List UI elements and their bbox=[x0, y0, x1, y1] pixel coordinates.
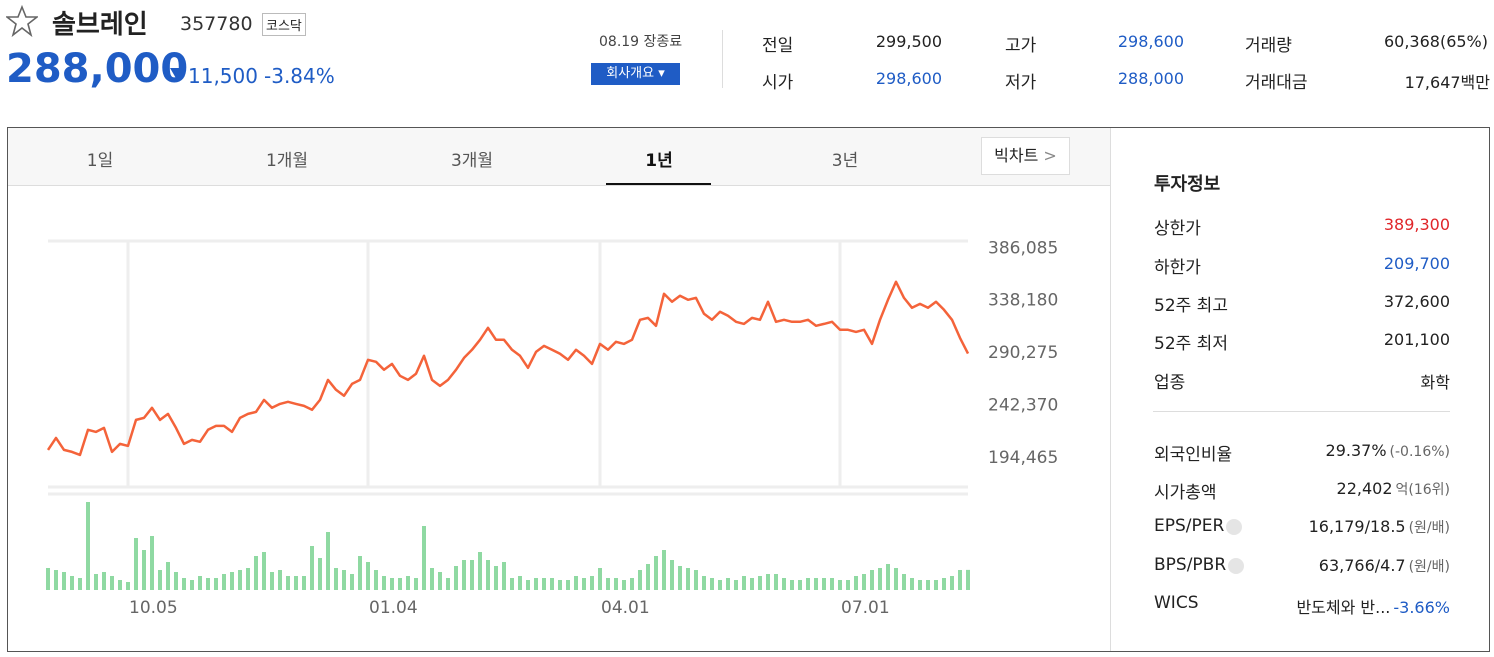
chart-tab[interactable]: 1년 bbox=[645, 151, 673, 171]
info-value: 389,300 bbox=[1383, 215, 1450, 234]
info-label: 52주 최저 bbox=[1154, 334, 1228, 354]
info-label: WICS bbox=[1154, 593, 1199, 613]
amount-unit: 백만 bbox=[1460, 73, 1490, 92]
info-label: 시가총액 bbox=[1154, 483, 1217, 503]
info-title: 투자정보 bbox=[1154, 174, 1221, 195]
active-underline bbox=[606, 183, 711, 185]
quote-value: 298,600 bbox=[875, 69, 942, 88]
divider bbox=[1153, 411, 1450, 412]
value: 63,766/4.7 bbox=[1318, 556, 1406, 575]
quote-value: 60,368(65%) bbox=[1383, 32, 1488, 51]
info-label: 상한가 bbox=[1154, 219, 1201, 239]
quote-label: 시가 bbox=[762, 73, 794, 93]
extra: (원/배) bbox=[1408, 559, 1450, 575]
value: 22,402 bbox=[1336, 479, 1393, 498]
info-value: 201,100 bbox=[1383, 330, 1450, 349]
info-label: 하한가 bbox=[1154, 258, 1201, 278]
quote-label: 저가 bbox=[1005, 73, 1037, 93]
button-label: 회사개요 bbox=[606, 66, 655, 81]
panel-divider bbox=[1110, 128, 1111, 651]
info-value: 16,179/18.5 (원/배) bbox=[1309, 517, 1450, 537]
quote-value: 17,647백만 bbox=[1405, 69, 1490, 93]
divider bbox=[722, 30, 723, 88]
quote-value: 298,600 bbox=[1117, 32, 1184, 51]
chart-box bbox=[7, 127, 1490, 652]
stock-name: 솔브레인 bbox=[52, 10, 148, 40]
info-value: 372,600 bbox=[1383, 292, 1450, 311]
company-button[interactable]: 회사개요 ▾ bbox=[591, 63, 680, 85]
market-status: 08.19 장종료 bbox=[599, 34, 683, 50]
info-value: 반도체와 반... -3.66% bbox=[1296, 594, 1450, 618]
info-value: 63,766/4.7 (원/배) bbox=[1319, 556, 1450, 576]
info-label: BPS/PBR bbox=[1154, 555, 1227, 575]
info-label: 업종 bbox=[1154, 373, 1186, 393]
quote-value: 299,500 bbox=[875, 32, 942, 51]
stock-code: 357780 bbox=[180, 13, 253, 35]
chart-tab[interactable]: 3개월 bbox=[450, 151, 494, 171]
chart-tab[interactable]: 1개월 bbox=[265, 151, 309, 171]
info-label: 외국인비율 bbox=[1154, 445, 1233, 465]
value: 반도체와 반... bbox=[1296, 598, 1391, 617]
button-label: 빅차트 bbox=[994, 146, 1039, 165]
chart-tab[interactable]: 3년 bbox=[831, 151, 859, 171]
down-arrow bbox=[170, 68, 184, 80]
change-rate: -3.84% bbox=[264, 64, 335, 88]
extra: 억(16위) bbox=[1395, 482, 1451, 498]
big-chart-button[interactable]: 빅차트 > bbox=[981, 137, 1070, 175]
extra: -3.66% bbox=[1393, 598, 1450, 617]
quote-label: 거래량 bbox=[1245, 36, 1292, 56]
info-label: EPS/PER bbox=[1154, 516, 1225, 536]
help-icon bbox=[1226, 519, 1242, 535]
info-value: 209,700 bbox=[1383, 254, 1450, 273]
help-icon bbox=[1228, 558, 1244, 574]
info-value: 화학 bbox=[1420, 373, 1450, 392]
current-price: 288,000 bbox=[6, 46, 189, 92]
extra: (-0.16%) bbox=[1389, 444, 1450, 460]
quote-label: 전일 bbox=[762, 36, 794, 56]
info-label: 52주 최고 bbox=[1154, 296, 1228, 316]
quote-label: 거래대금 bbox=[1245, 73, 1308, 93]
extra: (원/배) bbox=[1408, 520, 1450, 536]
quote-value: 288,000 bbox=[1117, 69, 1184, 88]
price-change: 11,500 bbox=[188, 64, 258, 88]
value: 29.37% bbox=[1325, 441, 1387, 460]
amount: 17,647 bbox=[1404, 73, 1461, 92]
value: 16,179/18.5 bbox=[1308, 517, 1406, 536]
info-value: 29.37% (-0.16%) bbox=[1326, 441, 1450, 460]
favorite-star[interactable] bbox=[6, 5, 38, 37]
info-value: 22,402 억(16위) bbox=[1337, 479, 1450, 499]
tab-bar bbox=[8, 128, 1110, 186]
chart-tab[interactable]: 1일 bbox=[86, 151, 114, 171]
market-badge: 코스닥 bbox=[262, 13, 306, 36]
quote-label: 고가 bbox=[1005, 36, 1037, 56]
